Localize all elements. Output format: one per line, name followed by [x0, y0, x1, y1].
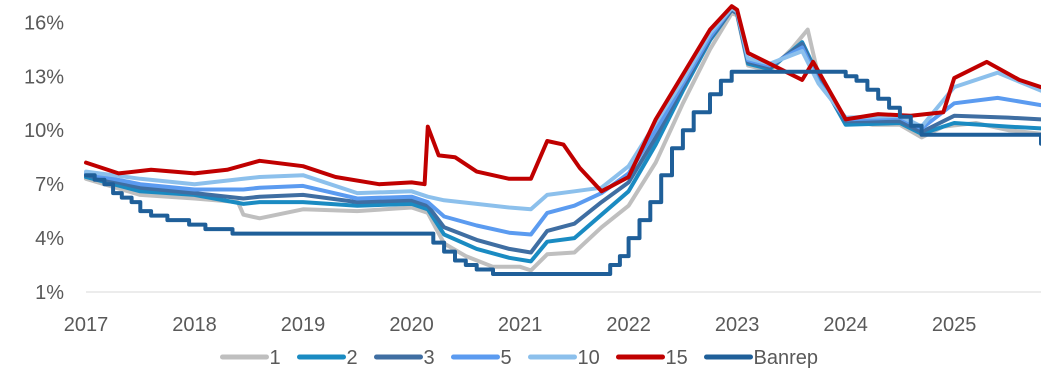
y-axis: 1% 4% 7% 10% 13% 16% — [24, 12, 64, 304]
legend-item-2: 2 — [297, 347, 358, 369]
y-tick-label: 7% — [35, 174, 64, 196]
series-line-1 — [84, 11, 1041, 273]
y-tick-label: 4% — [35, 228, 64, 250]
legend-label: 15 — [666, 347, 688, 369]
x-tick-label: 2023 — [715, 314, 760, 336]
y-tick-label: 10% — [24, 120, 64, 142]
x-tick-label: 2020 — [389, 314, 434, 336]
x-tick-label: 2019 — [281, 314, 326, 336]
legend-item-3: 3 — [374, 347, 435, 369]
legend-label: 1 — [270, 347, 281, 369]
series-line-3 — [84, 7, 1041, 255]
legend-item-5: 5 — [451, 347, 512, 369]
legend-item-banrep: Banrep — [704, 347, 819, 369]
legend-label: Banrep — [754, 347, 819, 369]
x-tick-label: 2024 — [823, 314, 868, 336]
series-line-2 — [84, 7, 1041, 264]
y-tick-label: 13% — [24, 66, 64, 88]
y-tick-label: 16% — [24, 12, 64, 34]
x-tick-label: 2025 — [932, 314, 977, 336]
series-line-15 — [84, 4, 1041, 194]
legend-label: 10 — [578, 347, 600, 369]
legend: 1 2 3 5 10 15 Banrep — [220, 347, 819, 369]
legend-label: 2 — [347, 347, 358, 369]
legend-label: 3 — [424, 347, 435, 369]
x-tick-label: 2018 — [172, 314, 217, 336]
series-layer — [84, 4, 1041, 276]
x-tick-label: 2021 — [498, 314, 543, 336]
x-axis: 2017 2018 2019 2020 2021 2022 2023 2024 2025 — [64, 314, 977, 336]
legend-item-10: 10 — [528, 347, 600, 369]
legend-item-15: 15 — [616, 347, 688, 369]
y-tick-label: 1% — [35, 282, 64, 304]
legend-label: 5 — [501, 347, 512, 369]
x-tick-label: 2017 — [64, 314, 109, 336]
series-line-banrep — [84, 69, 1041, 276]
legend-item-1: 1 — [220, 347, 281, 369]
x-tick-label: 2022 — [606, 314, 651, 336]
